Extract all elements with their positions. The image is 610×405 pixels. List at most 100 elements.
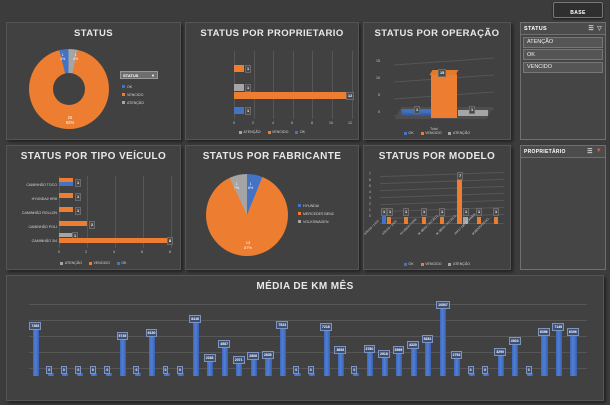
fabricante-pie-chart <box>206 174 288 256</box>
legend-item-vencido: VENCIDO <box>89 261 110 265</box>
bar-label-m5-venc: 7 <box>457 172 464 180</box>
km-bar-zero <box>483 373 490 376</box>
panel-modelo: STATUS POR MODELO 7 6 5 4 3 2 1 0 1 1 1 … <box>363 145 511 270</box>
km-bar <box>570 334 577 376</box>
bar-vw-vencido <box>477 217 481 224</box>
km-bar <box>250 359 257 376</box>
bar-vencido-12 <box>234 92 352 99</box>
km-bar-label: 3760 <box>363 344 376 353</box>
operacao-plot: 1 15 1 <box>388 49 500 125</box>
pie-label-hyundai: 1 6% <box>248 182 254 190</box>
bar-label-toco: 1 <box>75 179 82 187</box>
legend-item-vencido: VENCIDO <box>420 262 441 266</box>
km-bar-zero <box>134 373 141 376</box>
km-bar-label: 7285 <box>29 322 42 331</box>
km-bar-label: 2071 <box>232 355 245 364</box>
legend-item-ok: OK <box>403 131 414 135</box>
modelo-yaxis: 7 6 5 4 3 2 1 0 <box>369 172 371 218</box>
bar-vencido <box>431 74 457 118</box>
slicer-item-atencao[interactable]: ATENÇÃO <box>523 36 603 48</box>
km-bar-label: 5745 <box>116 332 129 341</box>
bar-atencao-1 <box>234 84 244 91</box>
km-bar-zero <box>163 373 170 376</box>
modelo-plot: 1 1 1 1 1 7 1 1 1 <box>378 170 506 226</box>
clear-filter-icon[interactable]: ▽ <box>597 26 602 32</box>
bar-hyundai-vencido <box>59 193 73 198</box>
km-bar <box>265 357 272 376</box>
status-legend-title: STATUS <box>123 72 139 78</box>
legend-item-volkswagen: VOLKSWAGEN <box>298 220 334 224</box>
km-bar <box>279 327 287 376</box>
km-bar-label: 0 <box>307 366 314 374</box>
panel-fabricante-title: STATUS POR FABRICANTE <box>202 151 342 162</box>
legend-item-vencido: VENCIDO <box>267 130 288 134</box>
bar-toco-vencido <box>59 178 73 182</box>
legend-item-mercedes: MERCEDES BENZ <box>298 212 334 216</box>
bar-toco-ok <box>59 182 73 186</box>
multiselect-icon[interactable]: ☰ <box>587 149 593 155</box>
gridline <box>29 336 587 337</box>
operacao-legend: OK VENCIDO ATENÇÃO <box>364 131 510 135</box>
fabricante-legend: HYUNDAI MERCEDES BENZ VOLKSWAGEN <box>298 204 334 228</box>
legend-item-atencao: ATENÇÃO <box>122 101 144 105</box>
panel-status-proprietario: STATUS POR PROPRIETARIO 1 1 12 1 0 2 4 6… <box>185 22 359 140</box>
legend-item-ok: OK <box>403 262 414 266</box>
operacao-xlabel: Total <box>430 127 438 131</box>
pie-label-mercedes: 13 87% <box>243 240 252 250</box>
km-bar-label: 0 <box>351 366 358 374</box>
km-bar-label: 0 <box>60 366 67 374</box>
multiselect-icon[interactable]: ☰ <box>588 26 595 32</box>
panel-tipo-veiculo: STATUS POR TIPO VEÍCULO CAMINHÃO TOCO HY… <box>6 145 181 270</box>
bar-label-34-vencido: 8 <box>167 237 174 245</box>
slicer-status[interactable]: STATUS ☰ ▽ ATENÇÃO OK VENCIDO <box>520 22 606 140</box>
km-bar-label: 0 <box>482 366 489 374</box>
tipo-veiculo-plot: 1 1 1 2 1 8 <box>59 176 174 248</box>
gridline <box>29 304 587 305</box>
slicer-proprietario-title: PROPRIETÁRIO <box>524 148 566 155</box>
km-bar <box>338 352 345 376</box>
bar-34-vencido <box>59 238 171 243</box>
km-bar-label: 2835 <box>261 350 274 359</box>
legend-item-hyundai: HYUNDAI <box>298 204 334 208</box>
base-button[interactable]: BASE <box>553 2 603 18</box>
bar-label-m7: 1 <box>493 208 500 216</box>
slicer-item-ok[interactable]: OK <box>523 49 603 60</box>
gridline <box>29 352 587 353</box>
status-legend-filter[interactable]: STATUS ▼ <box>120 71 158 79</box>
km-bar-label: 3569 <box>392 346 405 355</box>
km-bar-label: 7145 <box>552 323 565 332</box>
km-bar <box>149 336 156 376</box>
clear-filter-icon[interactable]: ▼ <box>595 148 602 154</box>
km-bar <box>410 348 417 376</box>
slicer-proprietario[interactable]: PROPRIETÁRIO ☰ ▼ <box>520 145 606 270</box>
bar-34-atencao <box>59 233 73 237</box>
legend-item-vencido: VENCIDO <box>420 131 441 135</box>
bar-label-4: 1 <box>245 107 252 115</box>
proprietario-legend: ATENÇÃO VENCIDO OK <box>186 130 358 134</box>
km-bar <box>439 308 446 376</box>
slicer-item-vencido[interactable]: VENCIDO <box>523 61 603 73</box>
km-bar-label: 4320 <box>407 341 419 350</box>
km-bar-label: 0 <box>293 366 300 374</box>
proprietario-plot: 1 1 12 1 <box>234 51 355 119</box>
km-bar-label: 0 <box>525 366 532 374</box>
bar-label-rollon: 1 <box>75 207 82 215</box>
km-bar <box>192 321 199 376</box>
km-bar-label: 4587 <box>218 339 231 348</box>
km-bar-label: 6150 <box>145 329 158 338</box>
km-bar-label: 5281 <box>421 335 434 344</box>
km-bar-zero <box>352 373 359 376</box>
km-bar <box>381 357 388 376</box>
km-bar-label: 7218 <box>319 322 332 331</box>
bar-label-hyundai: 1 <box>75 193 82 201</box>
bar-label-1: 1 <box>245 65 252 73</box>
bar-hyundai-vencido <box>422 217 426 224</box>
km-bar-label: 0 <box>467 366 474 374</box>
bar-label-2: 1 <box>245 84 252 92</box>
km-bar-label: 0 <box>162 366 169 374</box>
km-bar-zero <box>526 373 533 376</box>
base-button-label: BASE <box>570 10 586 16</box>
km-bar-label: 0 <box>133 366 140 374</box>
km-bar <box>236 362 243 376</box>
tipo-veiculo-categories: CAMINHÃO TOCO HYUNDAI/ HR8 CAMINHÃO ROLL… <box>21 183 57 243</box>
